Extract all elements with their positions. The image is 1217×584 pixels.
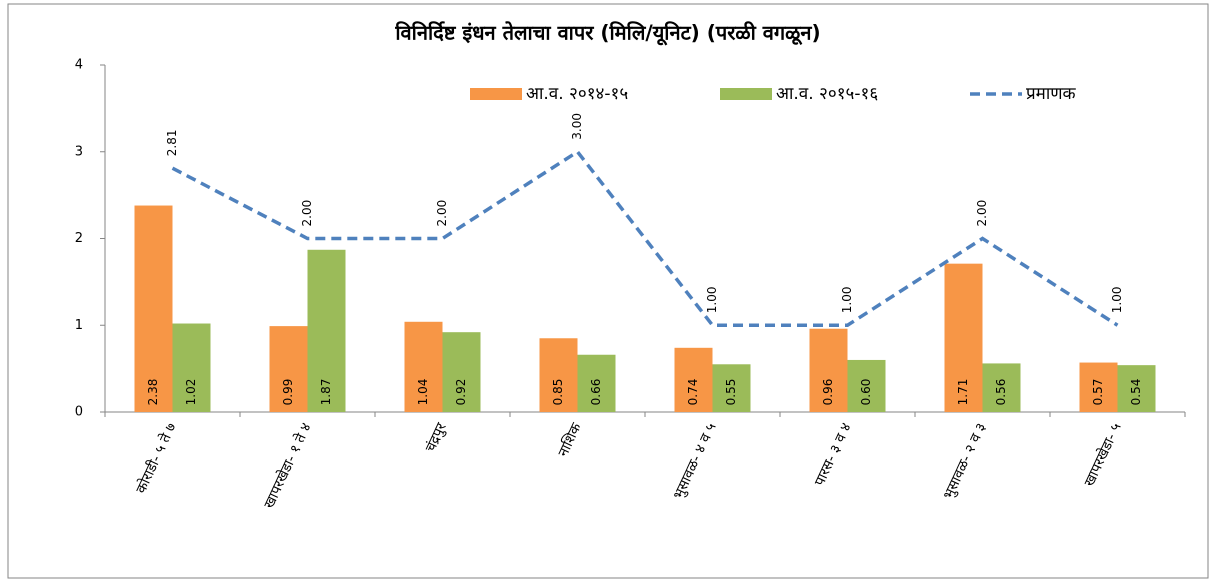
data-label: 1.04 [416,379,430,406]
bar [1079,362,1118,412]
legend-label: आ.व. २०१४-१५ [526,84,628,104]
bar [712,364,751,412]
data-label: 1.87 [319,379,333,406]
y-tick-label: 2 [75,231,83,246]
y-tick-label: 4 [75,58,83,73]
bar [674,347,713,412]
bar [944,263,983,412]
legend-label: प्रमाणक [1026,84,1077,104]
data-label: 2.38 [146,379,160,406]
data-label: 1.00 [840,287,854,314]
data-label: 0.92 [454,379,468,406]
data-label: 1.00 [705,287,719,314]
legend-label: आ.व. २०१५-१६ [776,84,878,104]
bar [307,249,346,412]
data-label: 1.71 [956,379,970,406]
bar [1117,365,1156,412]
y-tick-label: 1 [75,318,83,333]
bar [134,205,173,412]
data-label: 3.00 [570,113,584,140]
data-label: 1.00 [1110,287,1124,314]
bar [172,323,211,412]
legend-swatch [470,88,522,100]
data-label: 2.81 [165,130,179,157]
y-tick-label: 3 [75,144,83,159]
bar [982,363,1021,412]
data-label: 0.85 [551,379,565,406]
data-label: 0.57 [1091,379,1105,406]
chart-title: विनिर्दिष्ट इंधन तेलाचा वापर (मिलि/यूनिट… [394,21,820,46]
data-label: 0.96 [821,379,835,406]
chart-border [7,3,1209,579]
data-label: 0.56 [994,379,1008,406]
data-label: 2.00 [300,200,314,227]
bar [269,326,308,412]
data-label: 2.00 [975,200,989,227]
bar [577,354,616,412]
line [171,149,1119,327]
data-label: 0.54 [1129,379,1143,406]
bar [539,338,578,412]
data-label: 2.00 [435,200,449,227]
data-label: 0.66 [589,379,603,406]
bar [442,332,481,412]
bar [847,359,886,412]
y-tick-label: 0 [75,405,83,420]
bar [809,328,848,412]
bar [404,321,443,412]
data-label: 0.60 [859,379,873,406]
data-label: 0.55 [724,379,738,406]
data-label: 0.74 [686,379,700,406]
data-label: 1.02 [184,379,198,406]
data-label: 0.99 [281,379,295,406]
legend-swatch [720,88,772,100]
